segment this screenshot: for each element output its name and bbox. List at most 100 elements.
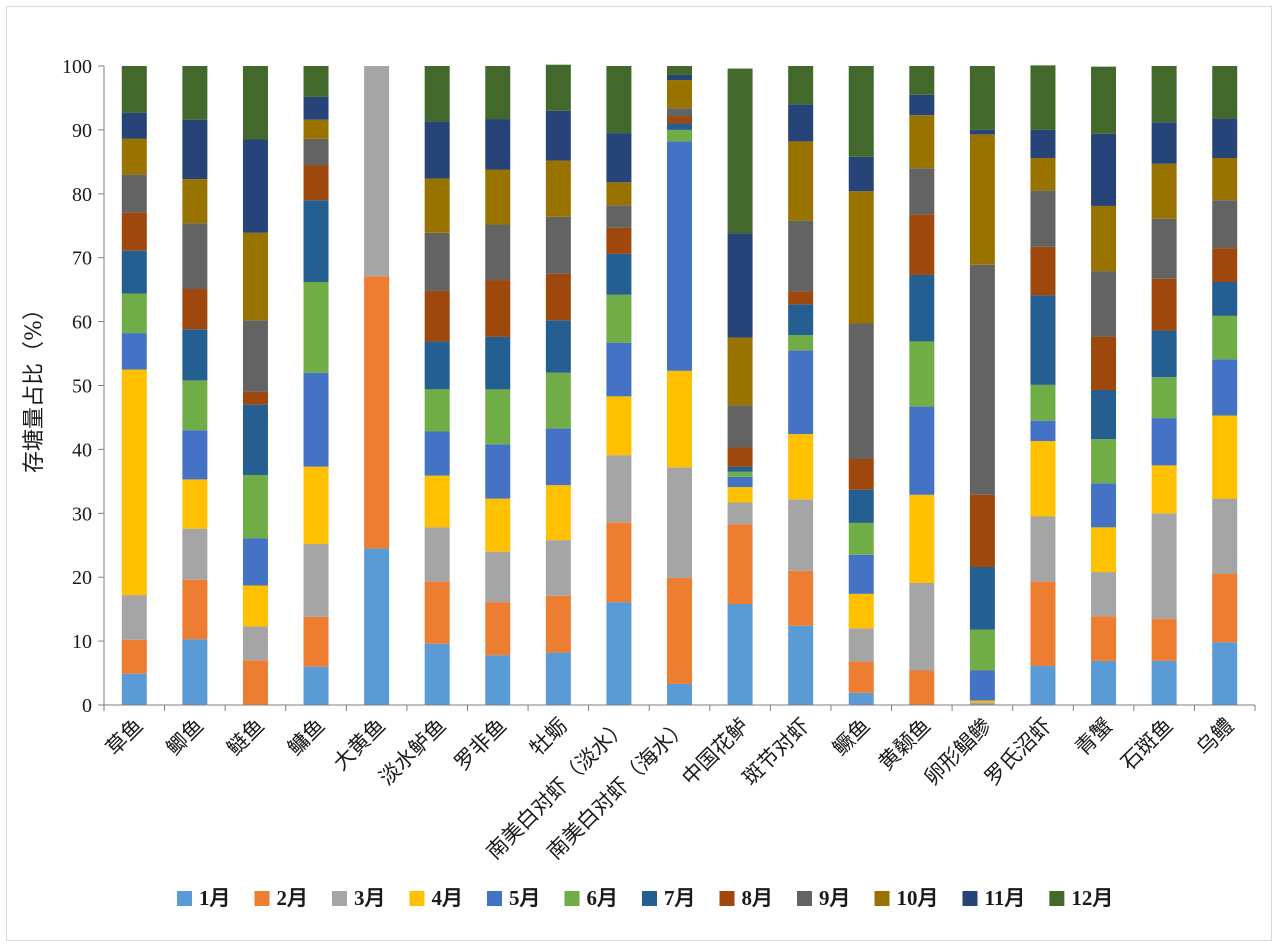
bar-segment	[121, 333, 147, 370]
bar-stack-2	[182, 66, 208, 705]
bar-segment	[545, 216, 571, 274]
bar-segment	[848, 593, 874, 629]
bar-segment	[121, 639, 147, 674]
bar-segment	[1151, 163, 1177, 219]
bar-segment	[667, 467, 692, 578]
bar-segment	[242, 538, 268, 586]
bar-stack-15	[969, 66, 995, 705]
bar-segment	[182, 119, 208, 180]
bar-segment	[485, 280, 511, 337]
bar-segment	[242, 139, 268, 233]
bar-segment	[1030, 129, 1056, 159]
legend-label: 2月	[277, 886, 309, 910]
bar-segment	[1030, 420, 1056, 442]
legend-label: 8月	[742, 886, 774, 910]
bar-segment	[545, 64, 571, 111]
bar-segment	[1212, 200, 1238, 249]
bar-segment	[545, 320, 571, 373]
bar-segment	[1091, 66, 1117, 134]
bar-segment	[121, 112, 147, 139]
y-axis-title: 存塘量占比（%）	[22, 298, 47, 473]
bar-segment	[727, 524, 753, 605]
bar-segment	[121, 174, 147, 213]
bar-segment	[1091, 389, 1117, 440]
bar-segment	[303, 138, 329, 166]
bar-segment	[1212, 315, 1238, 360]
bar-segment	[1030, 581, 1056, 667]
bar-segment	[727, 604, 753, 705]
bar-stack-19	[1212, 66, 1238, 705]
bar-stack-4	[303, 66, 329, 705]
bar-segment	[606, 253, 632, 295]
bar-segment	[969, 700, 995, 703]
y-tick-labels: 0 10 20 30 40 50 60 70 80 90 100	[62, 56, 92, 717]
bar-stack-6	[424, 66, 450, 705]
legend-item: 7月	[642, 886, 696, 910]
bar-segment	[121, 212, 147, 251]
bar-segment	[242, 391, 268, 405]
bar-segment	[727, 337, 753, 406]
legend-swatch	[254, 891, 270, 906]
bar-segment	[1091, 336, 1117, 390]
bar-segment	[788, 141, 814, 221]
bar-segment	[909, 214, 935, 275]
legend-swatch	[874, 891, 890, 906]
bar-segment	[909, 670, 935, 705]
legend-swatch	[719, 891, 735, 906]
legend-swatch	[962, 891, 978, 906]
bar-segment	[727, 233, 753, 338]
x-category-label: 罗氏沼虾	[980, 714, 1056, 790]
bar-segment	[364, 66, 390, 277]
bar-segment	[969, 566, 995, 630]
bar-segment	[1091, 660, 1117, 705]
bar-segment	[848, 554, 874, 594]
bar-segment	[424, 581, 450, 644]
bar-segment	[969, 494, 995, 567]
bar-segment	[1212, 66, 1238, 119]
bar-segment	[848, 66, 874, 157]
legend-swatch	[564, 891, 580, 906]
bar-segment	[848, 191, 874, 324]
bar-segment	[1151, 278, 1177, 331]
legend-label: 7月	[664, 886, 696, 910]
x-category-label: 草鱼	[101, 714, 148, 761]
bar-segment	[303, 372, 329, 467]
bar-segment	[485, 602, 511, 656]
bar-segment	[1151, 618, 1177, 661]
bar-segment	[909, 274, 935, 342]
bar-segment	[242, 474, 268, 539]
x-category-label: 鲫鱼	[162, 714, 209, 761]
bar-segment	[1030, 295, 1056, 385]
legend-swatch	[177, 891, 192, 906]
bar-segment	[727, 502, 753, 525]
bar-segment	[545, 428, 571, 486]
bar-segment	[606, 133, 632, 183]
bar-segment	[606, 396, 632, 456]
bar-segment	[969, 129, 995, 135]
bar-segment	[424, 290, 450, 342]
bar-segment	[1030, 516, 1056, 582]
bar-segment	[969, 670, 995, 701]
bar-segment	[667, 129, 692, 142]
bar-segment	[1212, 248, 1238, 282]
bar-segment	[485, 655, 511, 705]
bar-segment	[424, 178, 450, 233]
bar-segment	[909, 168, 935, 215]
x-category-label: 石斑鱼	[1116, 714, 1178, 776]
bar-segment	[121, 595, 147, 640]
x-category-label: 罗非鱼	[450, 714, 512, 776]
bar-segment	[1091, 439, 1117, 484]
x-category-label: 青蟹	[1070, 714, 1117, 761]
bar-segment	[424, 232, 450, 291]
bar-segment	[1030, 158, 1056, 191]
bar-segment	[242, 585, 268, 627]
bar-segment	[1091, 527, 1117, 573]
bar-segment	[303, 281, 329, 373]
y-tick-label: 10	[72, 631, 92, 653]
bar-segment	[909, 66, 935, 95]
bar-segment	[606, 602, 632, 705]
bar-segment	[1030, 441, 1056, 517]
bar-segment	[182, 639, 208, 705]
